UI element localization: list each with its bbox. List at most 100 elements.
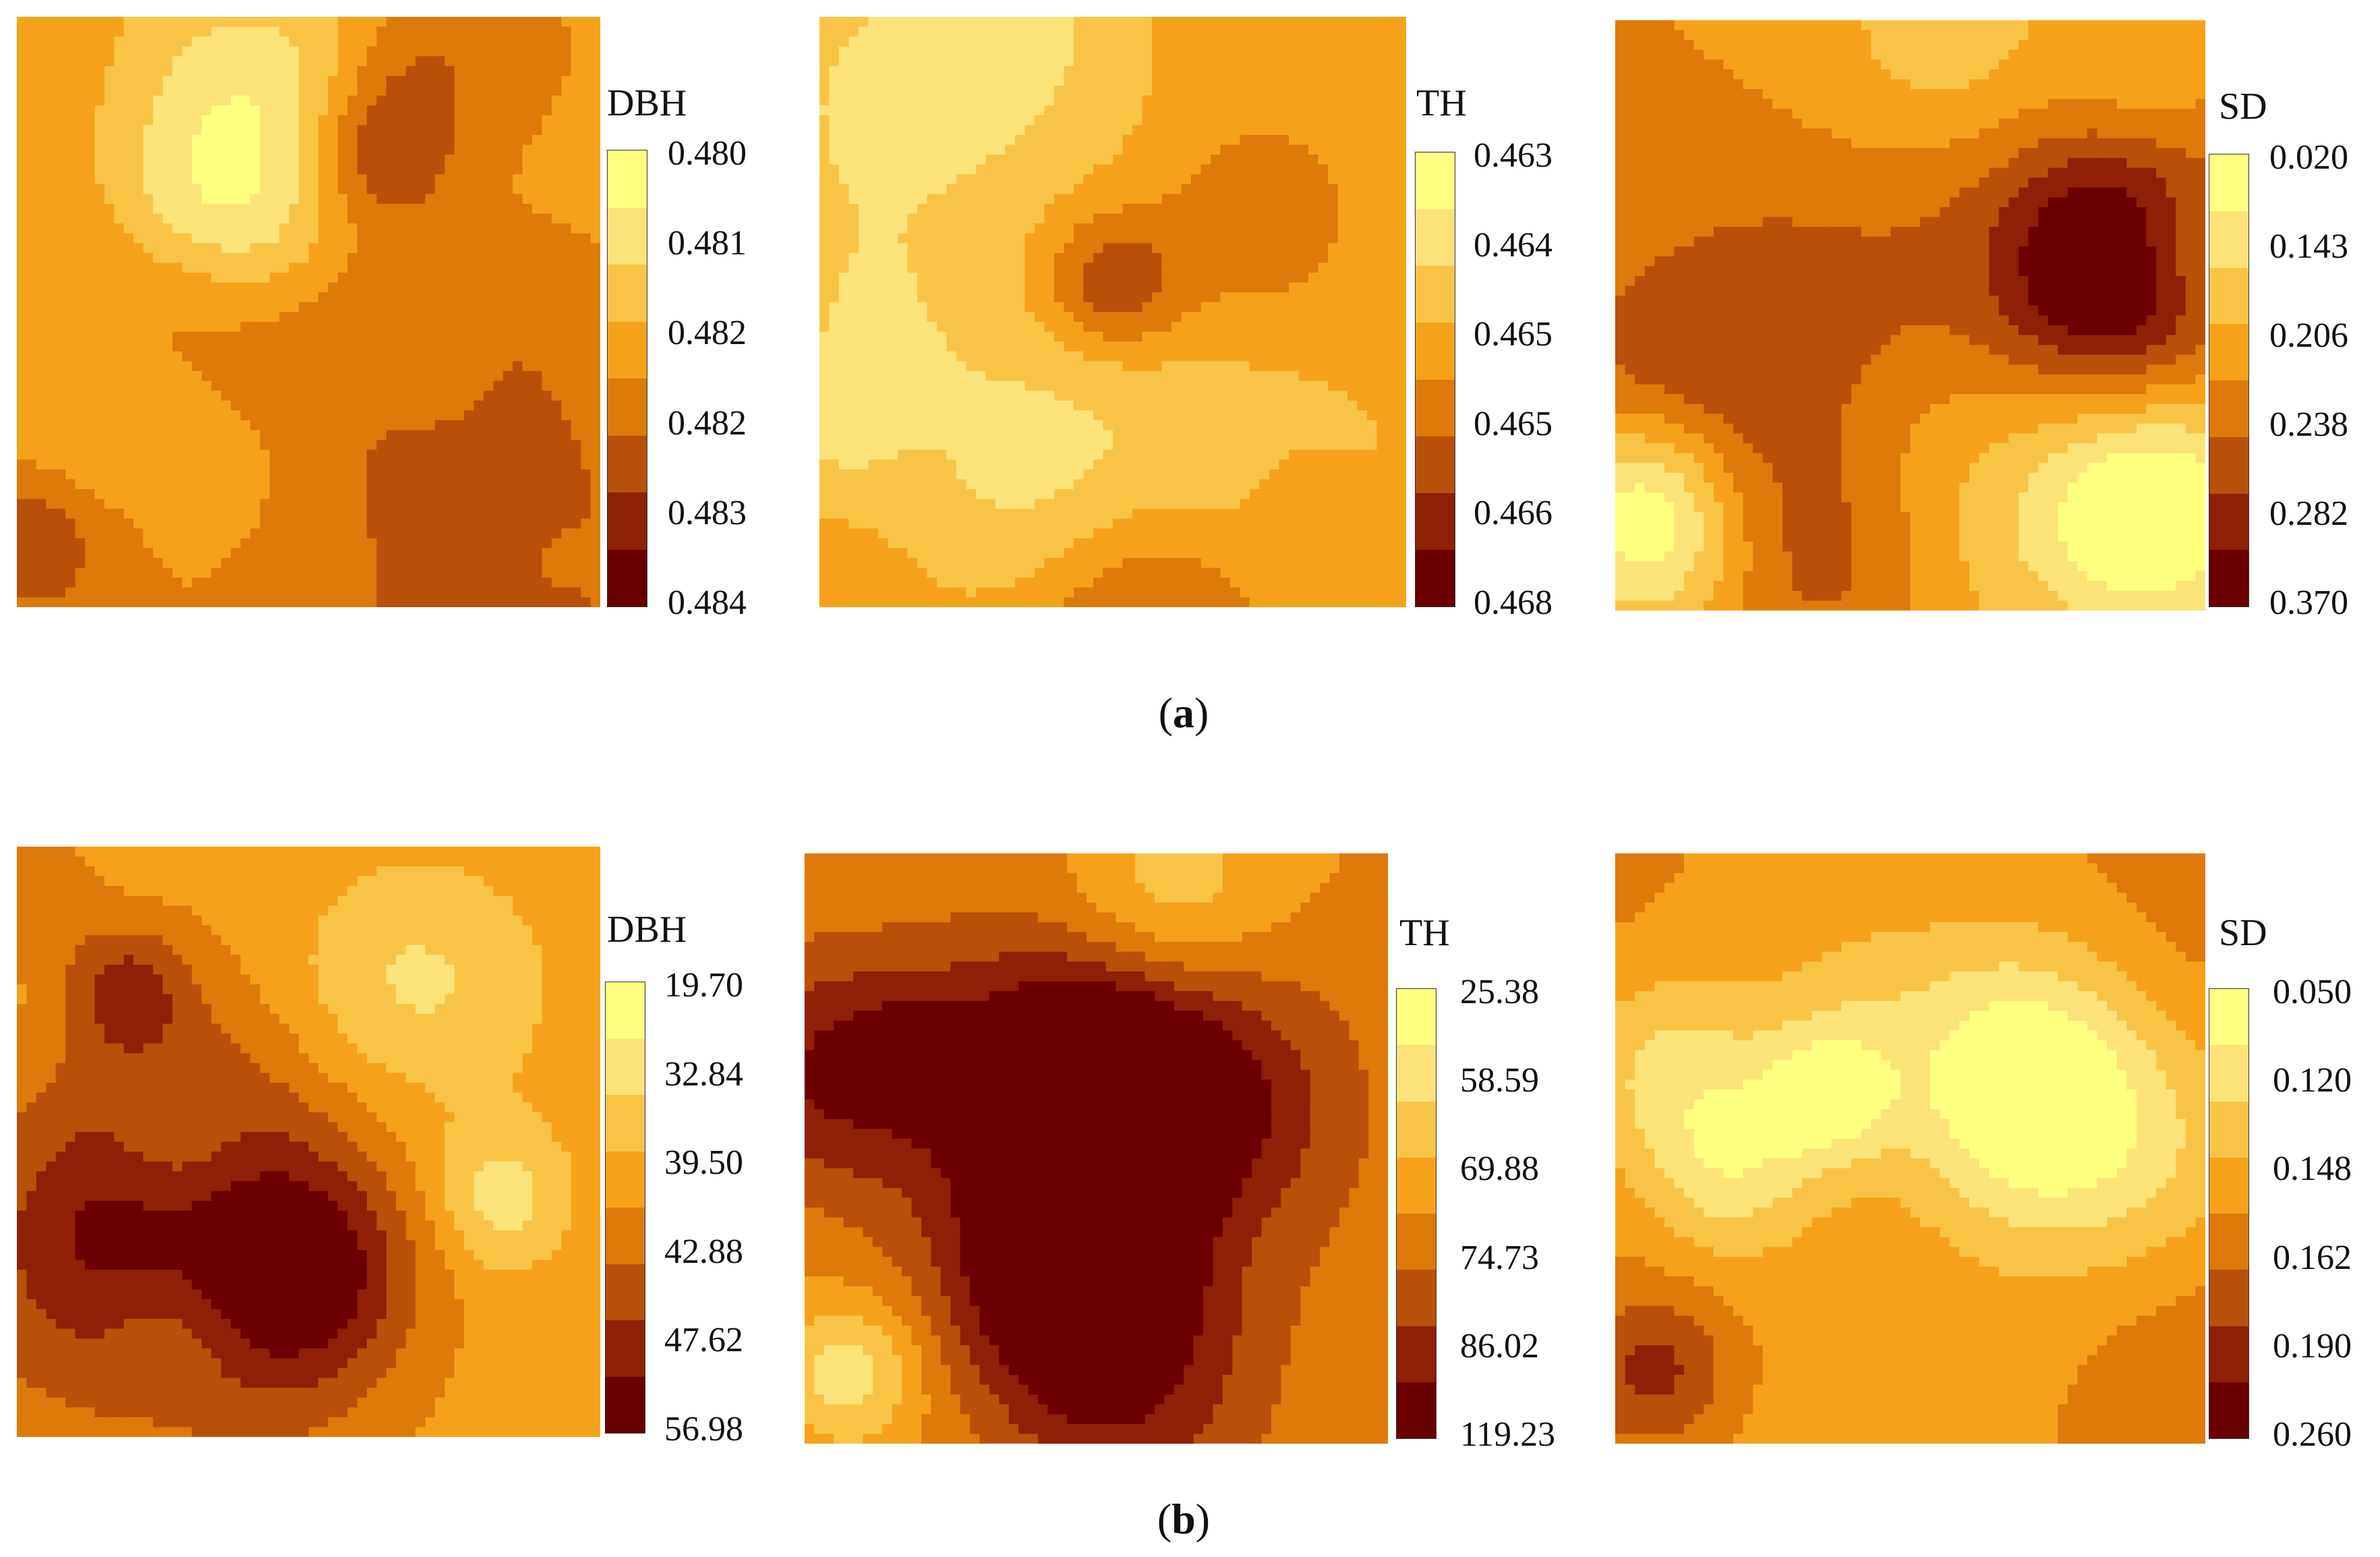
contour-cell — [976, 46, 987, 57]
contour-cell — [1005, 164, 1016, 175]
contour-cell — [1250, 56, 1260, 67]
contour-cell — [493, 449, 504, 460]
contour-cell — [1289, 115, 1300, 126]
contour-cell — [1152, 183, 1163, 195]
contour-cell — [484, 351, 494, 362]
contour-cell — [347, 528, 358, 539]
contour-cell — [1259, 105, 1270, 116]
contour-cell — [172, 430, 183, 441]
contour-cell — [1191, 26, 1202, 37]
contour-cell — [1308, 65, 1319, 77]
contour-cell — [1337, 76, 1348, 86]
contour-cell — [134, 164, 144, 175]
contour-cell — [581, 115, 591, 126]
contour-cell — [532, 17, 543, 28]
contour-cell — [581, 56, 591, 67]
contour-cell — [1122, 36, 1133, 47]
contour-cell — [104, 273, 115, 283]
contour-cell — [532, 587, 543, 598]
contour-cell — [114, 479, 125, 490]
contour-cell — [581, 95, 591, 106]
contour-cell — [522, 548, 533, 559]
contour-cell — [143, 509, 154, 519]
contour-cell — [590, 174, 600, 185]
contour-cell — [26, 144, 37, 155]
contour-cell — [473, 312, 484, 322]
contour-cell — [1328, 105, 1339, 116]
contour-cell — [221, 567, 231, 578]
contour-cell — [231, 499, 241, 509]
contour-cell — [561, 302, 572, 313]
contour-cell — [279, 115, 290, 126]
contour-cell — [347, 135, 358, 146]
contour-cell — [829, 194, 840, 204]
contour-cell — [46, 528, 57, 539]
contour-cell — [484, 253, 494, 264]
contour-cell — [75, 65, 86, 77]
contour-cell — [551, 322, 562, 333]
contour-cell — [522, 479, 533, 490]
contour-cell — [532, 538, 543, 549]
contour-cell — [1387, 135, 1397, 146]
contour-cell — [65, 587, 76, 598]
contour-cell — [1357, 144, 1368, 155]
contour-cell — [84, 449, 95, 460]
contour-cell — [1376, 174, 1387, 185]
contour-cell — [513, 312, 523, 322]
contour-cell — [966, 26, 977, 37]
contour-cell — [143, 518, 154, 529]
contour-cell — [966, 144, 977, 155]
contour-cell — [396, 469, 407, 480]
contour-cell — [434, 183, 445, 195]
contour-cell — [1200, 135, 1211, 146]
contour-cell — [318, 115, 328, 126]
contour-cell — [152, 597, 163, 607]
contour-cell — [308, 46, 319, 57]
contour-cell — [1152, 144, 1163, 155]
contour-cell — [143, 312, 154, 322]
contour-cell — [464, 243, 475, 254]
contour-cell — [1357, 213, 1368, 224]
contour-cell — [26, 548, 37, 559]
contour-cell — [75, 499, 86, 509]
contour-cell — [279, 577, 290, 588]
contour-cell — [17, 341, 28, 352]
contour-cell — [1005, 125, 1016, 136]
contour-cell — [1074, 194, 1084, 204]
contour-cell — [201, 528, 212, 539]
contour-cell — [289, 420, 299, 431]
contour-cell — [240, 577, 251, 588]
contour-cell — [513, 331, 523, 342]
colorbar-tick-label: 0.482 — [668, 405, 747, 441]
contour-cell — [318, 36, 328, 47]
contour-cell — [55, 430, 66, 441]
contour-cell — [1220, 125, 1231, 136]
contour-cell — [231, 233, 241, 244]
contour-cell — [898, 26, 908, 37]
contour-cell — [134, 233, 144, 244]
contour-cell — [1328, 76, 1339, 86]
contour-cell — [454, 253, 465, 264]
contour-cell — [114, 577, 125, 588]
contour-cell — [493, 273, 504, 283]
contour-cell — [134, 567, 144, 578]
contour-cell — [1259, 194, 1270, 204]
contour-cell — [104, 36, 115, 47]
contour-cell — [182, 341, 193, 352]
contour-cell — [1328, 86, 1339, 96]
contour-cell — [1142, 154, 1153, 165]
contour-cell — [1132, 194, 1143, 204]
contour-cell — [571, 233, 581, 244]
contour-cell — [134, 528, 144, 539]
contour-cell — [376, 420, 387, 431]
contour-cell — [464, 302, 475, 313]
contour-cell — [1035, 86, 1045, 96]
contour-cell — [221, 331, 231, 342]
contour-cell — [46, 361, 57, 372]
contour-cell — [308, 262, 319, 273]
contour-cell — [1181, 115, 1192, 126]
contour-cell — [513, 567, 523, 578]
contour-cell — [1005, 26, 1016, 37]
contour-cell — [581, 223, 591, 234]
contour-cell — [1289, 17, 1300, 28]
